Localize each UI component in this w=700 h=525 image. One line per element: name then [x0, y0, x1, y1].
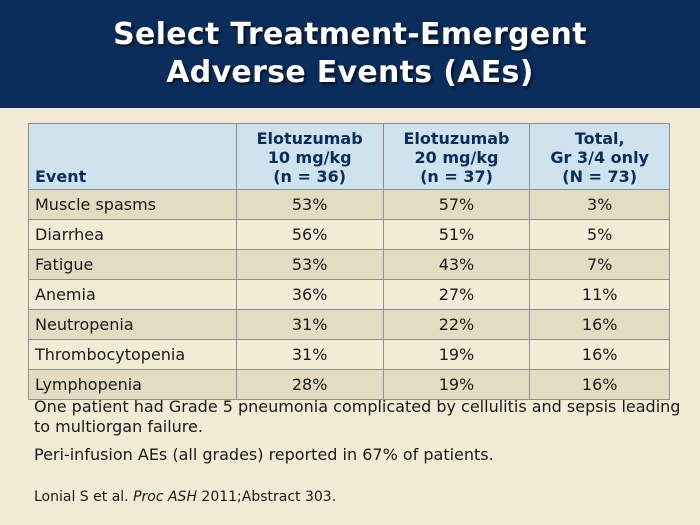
event-cell: Muscle spasms — [28, 189, 237, 220]
value-cell: 53% — [235, 189, 384, 220]
reference-journal: Proc ASH — [133, 489, 197, 505]
table-row: Anemia 36% 27% 11% — [28, 279, 670, 310]
value-cell: 7% — [529, 249, 670, 280]
note-grade5-pneumonia: One patient had Grade 5 pneumonia compli… — [34, 397, 681, 436]
column-header-line: (N = 73) — [562, 167, 638, 186]
value-cell: 11% — [529, 279, 670, 310]
value-cell: 3% — [529, 189, 670, 220]
column-header-line: (n = 37) — [420, 167, 493, 186]
event-cell: Neutropenia — [28, 309, 237, 340]
value-cell: 53% — [235, 249, 384, 280]
column-header-total-gr34: Total, Gr 3/4 only (N = 73) — [529, 123, 670, 190]
value-cell: 56% — [235, 219, 384, 250]
table-row: Lymphopenia 28% 19% 16% — [28, 369, 670, 400]
value-cell: 27% — [382, 279, 531, 310]
slide-title-line-2: Adverse Events (AEs) — [166, 55, 534, 90]
notes-section: One patient had Grade 5 pneumonia compli… — [34, 397, 684, 473]
value-cell: 5% — [529, 219, 670, 250]
slide-title-banner: Select Treatment-Emergent Adverse Events… — [0, 0, 700, 108]
value-cell: 43% — [382, 249, 531, 280]
column-header-elotuzumab-20: Elotuzumab 20 mg/kg (n = 37) — [382, 123, 531, 190]
table-row: Neutropenia 31% 22% 16% — [28, 309, 670, 340]
value-cell: 28% — [235, 369, 384, 400]
value-cell: 31% — [235, 309, 384, 340]
column-header-line: Gr 3/4 only — [550, 148, 649, 167]
column-header-line: Total, — [574, 129, 625, 148]
value-cell: 57% — [382, 189, 531, 220]
value-cell: 19% — [382, 339, 531, 370]
adverse-events-table: Event Elotuzumab 10 mg/kg (n = 36) Elotu… — [28, 123, 670, 400]
column-header-event: Event — [28, 123, 237, 190]
column-header-line: Elotuzumab — [403, 129, 510, 148]
column-header-line: (n = 36) — [273, 167, 347, 186]
reference-authors: Lonial S et al. — [34, 489, 129, 505]
event-cell: Fatigue — [28, 249, 237, 280]
column-header-line: 10 mg/kg — [267, 148, 352, 167]
reference-details: 2011;Abstract 303. — [201, 489, 337, 505]
column-header-line: 20 mg/kg — [414, 148, 499, 167]
table-header-row: Event Elotuzumab 10 mg/kg (n = 36) Elotu… — [28, 123, 670, 190]
table-row: Diarrhea 56% 51% 5% — [28, 219, 670, 250]
column-header-elotuzumab-10: Elotuzumab 10 mg/kg (n = 36) — [235, 123, 384, 190]
value-cell: 19% — [382, 369, 531, 400]
value-cell: 16% — [529, 309, 670, 340]
table-row: Muscle spasms 53% 57% 3% — [28, 189, 670, 220]
event-cell: Diarrhea — [28, 219, 237, 250]
slide-title-line-1: Select Treatment-Emergent — [113, 17, 587, 52]
note-peri-infusion: Peri-infusion AEs (all grades) reported … — [34, 445, 494, 464]
value-cell: 22% — [382, 309, 531, 340]
value-cell: 16% — [529, 369, 670, 400]
reference-citation: Lonial S et al. Proc ASH 2011;Abstract 3… — [34, 489, 336, 505]
event-cell: Thrombocytopenia — [28, 339, 237, 370]
value-cell: 16% — [529, 339, 670, 370]
value-cell: 51% — [382, 219, 531, 250]
event-cell: Anemia — [28, 279, 237, 310]
column-header-event-line: Event — [35, 167, 87, 186]
event-cell: Lymphopenia — [28, 369, 237, 400]
value-cell: 31% — [235, 339, 384, 370]
column-header-line: Elotuzumab — [256, 129, 363, 148]
table-row: Fatigue 53% 43% 7% — [28, 249, 670, 280]
table-row: Thrombocytopenia 31% 19% 16% — [28, 339, 670, 370]
value-cell: 36% — [235, 279, 384, 310]
